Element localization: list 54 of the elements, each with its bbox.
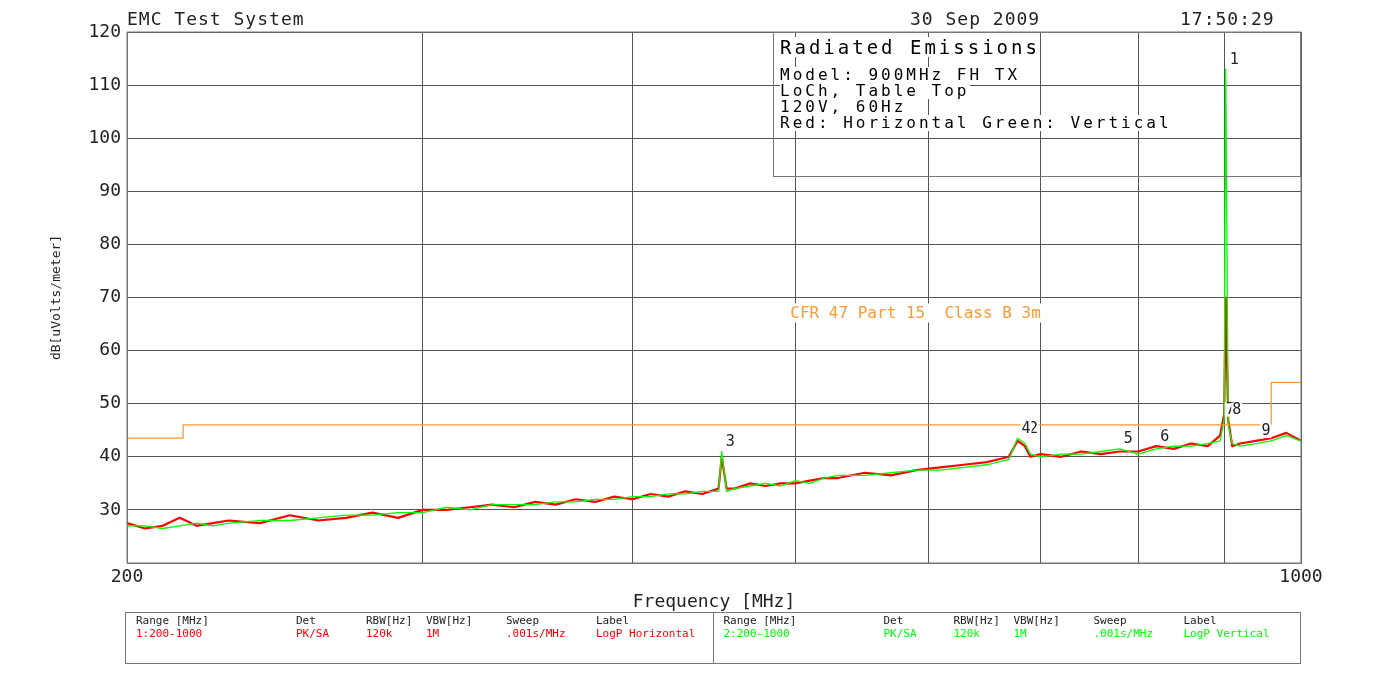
- text: VBW[Hz]: [1013, 614, 1060, 627]
- text: Label: [596, 614, 630, 627]
- y-tick-label: 30: [99, 497, 121, 519]
- y-tick-label: 120: [88, 19, 121, 41]
- text: Label: [1183, 614, 1217, 627]
- text: 120k: [953, 627, 980, 640]
- y-tick-label: 110: [88, 72, 121, 94]
- text: RBW[Hz]: [953, 614, 1000, 627]
- y-tick-label: 90: [99, 178, 121, 200]
- text: .001s/MHz: [1093, 627, 1154, 640]
- text: 1M: [1013, 627, 1027, 640]
- annotation: 3: [725, 431, 735, 450]
- text: EMC Test System: [127, 8, 305, 29]
- annotation: 9: [1261, 421, 1271, 440]
- annotation: 8: [1232, 400, 1242, 419]
- y-tick-label: 40: [99, 444, 121, 466]
- chart-title: Radiated Emissions: [780, 36, 1040, 58]
- text: Sweep: [1093, 614, 1127, 627]
- text: Range [MHz]: [136, 614, 209, 627]
- y-tick-label: 80: [99, 232, 121, 254]
- text: .001s/MHz: [506, 627, 566, 640]
- annotation: 120V, 60Hz: [780, 97, 907, 116]
- text: LogP Horizontal: [596, 627, 696, 640]
- text: 17:50:29: [1180, 8, 1275, 29]
- annotation: Model: 900MHz FH TX: [780, 65, 1021, 84]
- x-tick-label: 1000: [1279, 565, 1323, 587]
- annotation: 4: [1021, 418, 1031, 437]
- text: 30 Sep 2009: [910, 8, 1041, 29]
- y-tick-label: 70: [99, 285, 121, 307]
- y-axis-title: dB[uVolts/meter]: [48, 234, 64, 361]
- annotation: 5: [1123, 429, 1133, 448]
- text: RBW[Hz]: [366, 614, 413, 627]
- text: LogP Vertical: [1183, 627, 1270, 640]
- text: CFR 47 Part 15 Class B 3m: [790, 302, 1041, 322]
- text: 2:200-1000: [723, 627, 790, 640]
- x-tick-label: 200: [110, 565, 144, 587]
- annotation: Red: Horizontal Green: Vertical: [780, 113, 1172, 132]
- x-axis-title: Frequency [MHz]: [632, 589, 796, 611]
- text: 1:200-1000: [136, 627, 203, 640]
- text: 1M: [426, 627, 440, 640]
- text: VBW[Hz]: [426, 614, 473, 627]
- annotation: 1: [1229, 49, 1239, 68]
- y-tick-label: 60: [99, 338, 121, 360]
- text: Det: [883, 614, 904, 627]
- annotation: 6: [1160, 426, 1170, 445]
- annotation: LoCh, Table Top: [780, 81, 970, 100]
- text: 120k: [366, 627, 393, 640]
- text: Det: [296, 614, 316, 627]
- text: PK/SA: [883, 627, 917, 640]
- text: PK/SA: [296, 627, 330, 640]
- y-tick-label: 50: [99, 391, 121, 413]
- y-tick-label: 100: [88, 125, 121, 147]
- text: Range [MHz]: [723, 614, 797, 627]
- text: Sweep: [506, 614, 540, 627]
